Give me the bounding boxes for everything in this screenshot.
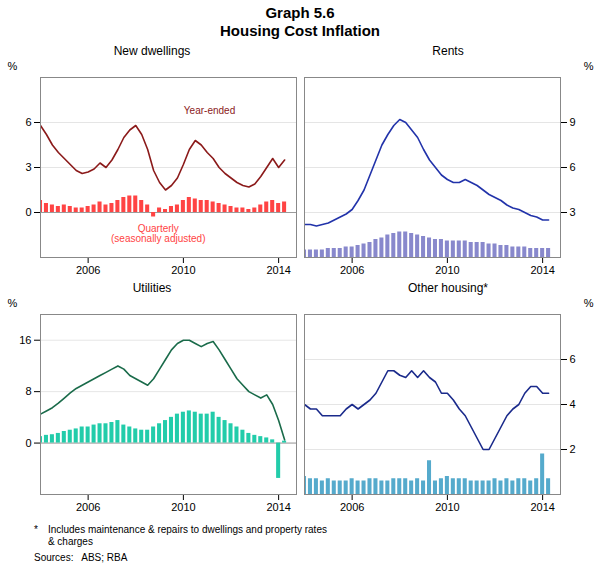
svg-text:%: %: [584, 297, 594, 309]
svg-text:%: %: [8, 297, 18, 309]
svg-text:8: 8: [25, 385, 31, 397]
svg-text:2010: 2010: [435, 264, 459, 276]
svg-text:6: 6: [570, 161, 576, 173]
svg-text:16: 16: [19, 334, 31, 346]
svg-text:2010: 2010: [435, 501, 459, 513]
svg-text:6: 6: [25, 116, 31, 128]
svg-text:4: 4: [570, 398, 576, 410]
svg-text:9: 9: [570, 116, 576, 128]
svg-text:0: 0: [25, 206, 31, 218]
html-text:Utilities: Utilities: [132, 281, 172, 295]
svg-text:%: %: [8, 60, 18, 72]
svg-text:2006: 2006: [340, 264, 364, 276]
svg-text:2006: 2006: [340, 501, 364, 513]
html-text:Graph 5.6: Graph 5.6: [265, 4, 335, 21]
svg-text:2010: 2010: [171, 501, 195, 513]
svg-text:3: 3: [25, 161, 31, 173]
svg-text:2014: 2014: [530, 264, 554, 276]
svg-text:2010: 2010: [171, 264, 195, 276]
html-text:Housing Cost Inflation: Housing Cost Inflation: [220, 22, 380, 39]
svg-text:2014: 2014: [530, 501, 554, 513]
svg-text:2: 2: [570, 443, 576, 455]
svg-text:3: 3: [570, 206, 576, 218]
svg-text:2006: 2006: [76, 501, 100, 513]
html-text:Includes maintenance & repairs: Includes maintenance & repairs to dwelli…: [47, 524, 327, 547]
html-text:Rents: Rents: [432, 44, 464, 58]
svg-text:%: %: [584, 60, 594, 72]
svg-text:2006: 2006: [76, 264, 100, 276]
svg-text:2014: 2014: [266, 264, 290, 276]
html-text:Other housing*: Other housing*: [408, 281, 488, 295]
svg-text:0: 0: [25, 437, 31, 449]
svg-text:2014: 2014: [266, 501, 290, 513]
svg-text:Quarterly(seasonally adjusted): Quarterly(seasonally adjusted): [111, 223, 206, 244]
html-text:New dwellings: New dwellings: [113, 44, 191, 58]
svg-text:Year-ended: Year-ended: [184, 105, 235, 116]
html-text:Sources: ABS; RBA: Sources: ABS; RBA: [34, 552, 128, 563]
svg-text:6: 6: [570, 353, 576, 365]
